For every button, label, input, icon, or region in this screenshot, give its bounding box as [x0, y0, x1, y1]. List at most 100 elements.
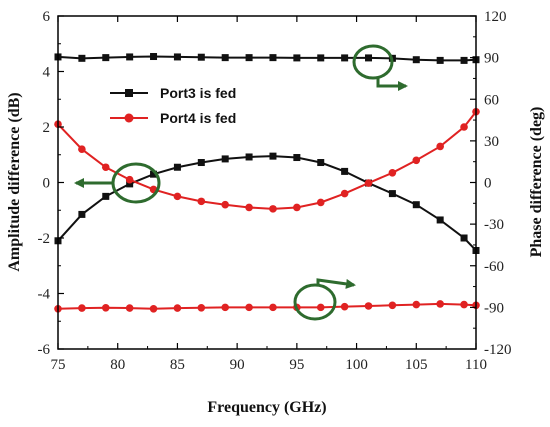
series-port4-phase-point [125, 304, 134, 312]
series-port3-phase-point [317, 54, 325, 62]
series-port3-amplitude-point [245, 153, 253, 161]
y-right-tick-label: -90 [484, 300, 504, 316]
y-left-tick-label: -4 [38, 287, 51, 303]
annotation-circle-bottom-right [293, 283, 337, 321]
series-port3-phase-point [365, 54, 373, 62]
y-left-tick-label: 6 [43, 9, 51, 25]
x-tick-label: 105 [405, 357, 428, 373]
series-port3-phase-point [245, 54, 253, 62]
series-port4-amplitude-point [293, 203, 301, 212]
x-tick-label: 80 [110, 357, 125, 373]
series-port3-amplitude-point [460, 234, 468, 242]
series-port4-phase-point [269, 303, 277, 312]
axes-layer: 75 80 85 90 95 100 105 110 -6 -4 -2 0 2 4 6 -120 -90 -60 -… [38, 9, 512, 373]
series-port4-phase-point [245, 303, 253, 312]
series-port4-amplitude-point [173, 192, 182, 201]
y-left-tick-label: 4 [43, 65, 51, 81]
series-port3-phase-point [460, 56, 468, 64]
legend-label-port4: Port4 is fed [160, 110, 236, 126]
series-port3-phase-point [197, 53, 205, 61]
series-port4-phase-point [78, 304, 86, 312]
series-port4-amplitude-point [197, 197, 206, 206]
y-left-tick-label: -6 [38, 342, 51, 358]
series-port3-amplitude-point [150, 170, 158, 178]
plot-frame [57, 15, 477, 350]
series-port3-phase-point [436, 56, 444, 64]
annotation-circle-top-right [352, 44, 394, 80]
series-port3-phase-point [269, 54, 277, 62]
series-port3-phase-point [78, 54, 86, 62]
series-port3-amplitude-point [221, 155, 229, 163]
x-tick-label: 95 [289, 357, 304, 373]
legend-marker-port3 [125, 89, 133, 97]
y-left-tick-label: 0 [43, 176, 51, 192]
y-right-tick-label: -30 [484, 217, 504, 233]
x-tick-label: 90 [230, 357, 245, 373]
series-port3-phase-point [173, 53, 181, 61]
y-axis-left-title: Amplitude difference (dB) [6, 92, 23, 271]
annotations [74, 44, 408, 321]
series-port4-amplitude-point [125, 175, 134, 184]
series-port4-phase-point [436, 300, 444, 308]
series-port4-amplitude-point [340, 189, 349, 198]
series-port4-phase-point [388, 301, 397, 310]
legend-marker-port4 [124, 113, 134, 123]
series-port3-amplitude-point [388, 190, 396, 198]
annotation-circle-left [111, 162, 161, 204]
series-port3-amplitude-point [412, 201, 420, 209]
series-port3-amplitude-point [269, 152, 277, 160]
series-port4-amplitude-point [412, 156, 421, 165]
series-port4-amplitude-point [269, 205, 277, 213]
series-port4-phase-point [340, 302, 349, 311]
series-port4-amplitude-point [78, 145, 86, 153]
y-right-tick-label: -60 [484, 259, 504, 275]
series-port3-amplitude-point [126, 180, 134, 188]
series-port4-amplitude-point [388, 168, 397, 177]
y-right-tick-label: 60 [484, 92, 499, 108]
series-port4-amplitude-point [245, 203, 253, 212]
series-port4-phase-point [149, 304, 158, 313]
series-port4-phase-point [173, 304, 182, 312]
series-port3-phase-point [150, 53, 158, 61]
x-tick-label: 75 [51, 357, 66, 373]
x-tick-label: 110 [465, 357, 487, 373]
series-port4-amplitude-point [460, 123, 468, 131]
legend-label-port3: Port3 is fed [160, 85, 236, 101]
series-port4-amplitude-point [221, 200, 229, 209]
y-right-tick-label: 120 [484, 9, 507, 25]
series-layer [54, 53, 480, 313]
y-left-tick-label: -2 [38, 231, 51, 247]
series-port4-phase-point [316, 303, 325, 312]
series-port3-phase-point [341, 54, 349, 62]
series-port3-phase-point [221, 54, 229, 62]
y-axis-right-title: Phase difference (deg) [528, 107, 545, 258]
x-tick-label: 100 [345, 357, 368, 373]
series-port3-amplitude-point [78, 210, 86, 218]
series-port4-phase-point [221, 303, 229, 312]
annotation-arrow-right-bottom [316, 278, 356, 289]
series-port3-amplitude-point [317, 159, 325, 167]
y-left-tick-label: 2 [43, 120, 51, 136]
series-port4-phase-point [460, 300, 468, 309]
x-tick-label: 85 [170, 357, 185, 373]
y-right-tick-label: 90 [484, 51, 499, 67]
series-port3-phase-point [293, 54, 301, 62]
series-port3-amplitude-point [436, 216, 444, 224]
y-right-tick-label: 0 [484, 176, 492, 192]
y-right-tick-label: -120 [484, 342, 512, 358]
series-port3-phase-point [126, 53, 134, 61]
series-port4-amplitude-point [316, 198, 325, 207]
series-port3-amplitude-point [293, 154, 301, 162]
series-port3-amplitude-point [173, 163, 181, 171]
series-port3-amplitude-point [102, 192, 110, 200]
series-port4-phase-point [101, 303, 110, 312]
series-port4-amplitude-point [101, 163, 110, 172]
series-port4-amplitude-point [364, 179, 373, 187]
legend: Port3 is fed Port4 is fed [110, 85, 236, 126]
x-axis-title: Frequency (GHz) [207, 399, 326, 416]
series-port4-phase-point [364, 302, 373, 310]
series-port3-amplitude-point [197, 159, 205, 167]
y-right-tick-label: 30 [484, 134, 499, 150]
series-port3-phase-point [102, 54, 110, 62]
